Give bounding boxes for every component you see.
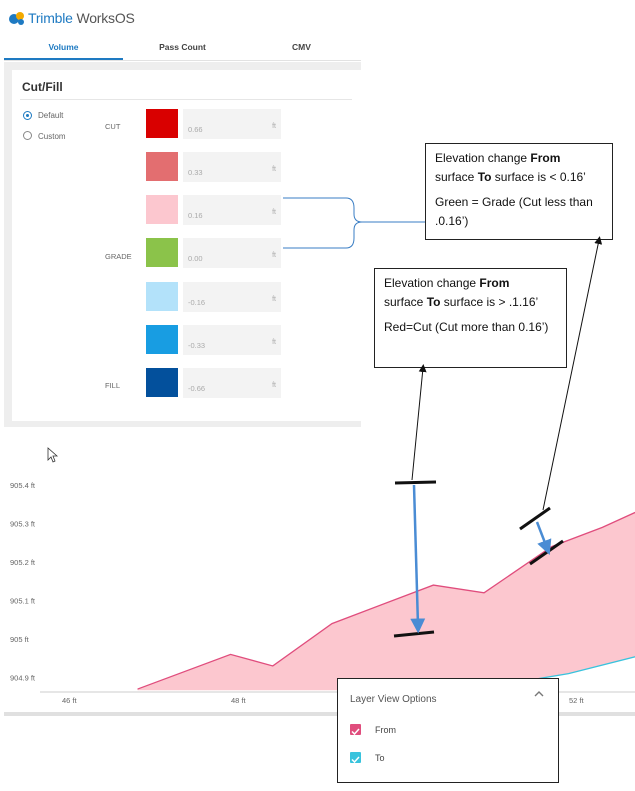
threshold-input[interactable]: 0.16 ft: [183, 195, 281, 225]
color-swatch[interactable]: [146, 368, 178, 397]
row-label-grade: GRADE: [105, 252, 132, 261]
threshold-value: -0.33: [188, 341, 206, 350]
callout-cut-arrow: [411, 364, 427, 481]
row-label-fill: FILL: [105, 381, 121, 390]
color-swatch[interactable]: [146, 238, 178, 267]
check-icon: [351, 728, 360, 736]
tab-bar: Volume Pass Count CMV: [4, 36, 361, 61]
y-tick-label: 905.4 ft: [10, 481, 36, 490]
checkbox-from-label: From: [375, 725, 396, 735]
threshold-input[interactable]: -0.66 ft: [183, 368, 281, 398]
callout-cut: Elevation change From surface To surface…: [374, 268, 567, 368]
y-tick-label: 905.1 ft: [10, 597, 36, 606]
radio-custom[interactable]: [23, 131, 32, 140]
layer-view-options: Layer View Options From To: [337, 678, 559, 783]
threshold-value: -0.66: [188, 384, 206, 393]
callout-cut-line1: Elevation change: [384, 276, 480, 290]
app-logo: Trimble WorksOS: [8, 8, 135, 28]
cut-bottom-marker: [393, 630, 435, 638]
threshold-input[interactable]: 0.66 ft: [183, 109, 281, 139]
callout-cut-to: To: [426, 295, 441, 309]
threshold-unit: ft: [272, 252, 276, 259]
tab-pass-count[interactable]: Pass Count: [159, 42, 206, 52]
y-tick-label: 905 ft: [10, 635, 30, 644]
panel-title: Cut/Fill: [22, 80, 63, 94]
logo-text-trimble: Trimble: [28, 10, 73, 26]
callout-grade-arrow: [542, 236, 603, 511]
threshold-input[interactable]: -0.33 ft: [183, 325, 281, 355]
color-swatch[interactable]: [146, 109, 178, 138]
callout-grade-to: To: [477, 170, 492, 184]
threshold-input[interactable]: 0.33 ft: [183, 152, 281, 182]
tab-cmv[interactable]: CMV: [292, 42, 311, 52]
y-tick-label: 905.2 ft: [10, 558, 36, 567]
callout-grade-line2-end: surface is < 0.16’: [491, 170, 586, 184]
series-from-line: [137, 511, 635, 690]
threshold-value: 0.00: [188, 254, 203, 263]
callout-cut-from: From: [479, 276, 510, 290]
callout-cut-line2-end: surface is > .1.16’: [440, 295, 539, 309]
checkbox-to-label: To: [375, 753, 385, 763]
chevron-up-icon[interactable]: [534, 690, 544, 701]
check-icon: [351, 756, 360, 764]
callout-grade-line2: surface: [435, 170, 478, 184]
x-tick-label: 52 ft: [569, 696, 585, 705]
color-swatch[interactable]: [146, 282, 178, 311]
radio-default[interactable]: [23, 111, 32, 120]
logo-text-worksos: WorksOS: [76, 10, 135, 26]
cursor-icon: [47, 447, 59, 463]
threshold-value: 0.16: [188, 211, 203, 220]
layer-options-title: Layer View Options: [350, 694, 437, 705]
callout-cut-line2: surface: [384, 295, 427, 309]
x-tick-label: 46 ft: [62, 696, 78, 705]
trimble-logo-icon: [8, 10, 26, 26]
callout-grade-line3: Green = Grade (Cut less than .0.16’): [435, 195, 593, 228]
checkbox-from[interactable]: [350, 724, 361, 736]
threshold-unit: ft: [272, 166, 276, 173]
threshold-input[interactable]: 0.00 ft: [183, 238, 281, 268]
grade-measure-arrow: [535, 521, 552, 556]
threshold-input[interactable]: -0.16 ft: [183, 282, 281, 312]
color-swatch[interactable]: [146, 195, 178, 224]
threshold-value: 0.33: [188, 168, 203, 177]
grade-top-marker: [519, 506, 551, 531]
callout-grade-line1: Elevation change: [435, 151, 531, 165]
grade-bracket: [283, 197, 430, 249]
threshold-unit: ft: [272, 339, 276, 346]
threshold-unit: ft: [272, 209, 276, 216]
radio-custom-label: Custom: [38, 132, 66, 141]
y-tick-label: 905.3 ft: [10, 520, 36, 529]
color-swatch[interactable]: [146, 325, 178, 354]
callout-grade-from: From: [530, 151, 561, 165]
threshold-value: 0.66: [188, 125, 203, 134]
cut-measure-arrow: [410, 484, 426, 634]
tab-volume[interactable]: Volume: [4, 36, 123, 60]
threshold-unit: ft: [272, 296, 276, 303]
threshold-value: -0.16: [188, 298, 206, 307]
threshold-unit: ft: [272, 123, 276, 130]
row-label-cut: CUT: [105, 122, 121, 131]
checkbox-to[interactable]: [350, 752, 361, 764]
color-swatch[interactable]: [146, 152, 178, 181]
timeline-strip: [4, 712, 635, 716]
callout-cut-line3: Red=Cut (Cut more than 0.16’): [384, 320, 549, 334]
callout-grade: Elevation change From surface To surface…: [425, 143, 613, 240]
radio-default-label: Default: [38, 111, 64, 120]
threshold-unit: ft: [272, 382, 276, 389]
x-tick-label: 48 ft: [231, 696, 247, 705]
series-to-line: [475, 656, 635, 690]
y-tick-label: 904.9 ft: [10, 674, 36, 683]
panel-divider: [20, 99, 352, 100]
cut-top-marker: [394, 480, 437, 485]
